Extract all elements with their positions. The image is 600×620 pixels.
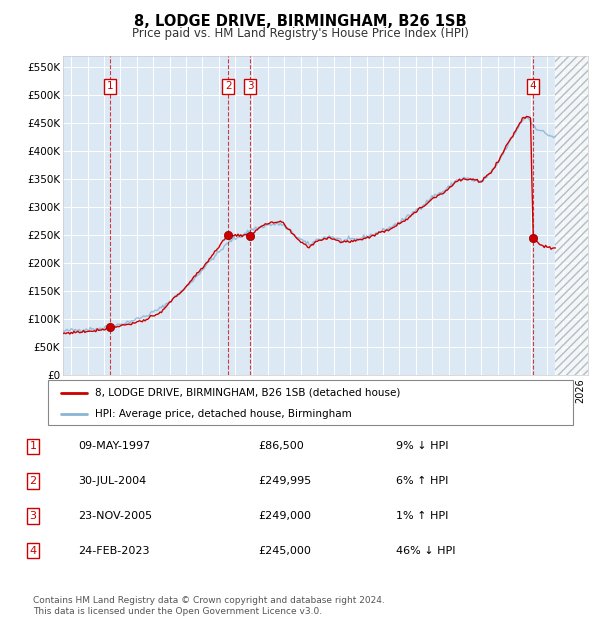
Text: HPI: Average price, detached house, Birmingham: HPI: Average price, detached house, Birm… (95, 409, 352, 419)
Text: Contains HM Land Registry data © Crown copyright and database right 2024.: Contains HM Land Registry data © Crown c… (33, 596, 385, 604)
Text: £245,000: £245,000 (258, 546, 311, 556)
Text: 3: 3 (247, 81, 253, 91)
Text: 4: 4 (530, 81, 536, 91)
Text: £249,995: £249,995 (258, 476, 311, 486)
Text: This data is licensed under the Open Government Licence v3.0.: This data is licensed under the Open Gov… (33, 607, 322, 616)
Text: 24-FEB-2023: 24-FEB-2023 (78, 546, 149, 556)
Text: 2: 2 (225, 81, 232, 91)
Text: £249,000: £249,000 (258, 511, 311, 521)
Text: 3: 3 (29, 511, 37, 521)
Text: £86,500: £86,500 (258, 441, 304, 451)
Text: 6% ↑ HPI: 6% ↑ HPI (396, 476, 448, 486)
Text: 8, LODGE DRIVE, BIRMINGHAM, B26 1SB: 8, LODGE DRIVE, BIRMINGHAM, B26 1SB (134, 14, 466, 29)
Text: 4: 4 (29, 546, 37, 556)
Text: 1% ↑ HPI: 1% ↑ HPI (396, 511, 448, 521)
Text: 2: 2 (29, 476, 37, 486)
Text: 09-MAY-1997: 09-MAY-1997 (78, 441, 150, 451)
Text: 23-NOV-2005: 23-NOV-2005 (78, 511, 152, 521)
Text: 1: 1 (107, 81, 113, 91)
Text: 46% ↓ HPI: 46% ↓ HPI (396, 546, 455, 556)
Text: 30-JUL-2004: 30-JUL-2004 (78, 476, 146, 486)
Text: 1: 1 (29, 441, 37, 451)
Text: 8, LODGE DRIVE, BIRMINGHAM, B26 1SB (detached house): 8, LODGE DRIVE, BIRMINGHAM, B26 1SB (det… (95, 388, 401, 397)
Text: Price paid vs. HM Land Registry's House Price Index (HPI): Price paid vs. HM Land Registry's House … (131, 27, 469, 40)
Text: 9% ↓ HPI: 9% ↓ HPI (396, 441, 449, 451)
Polygon shape (555, 56, 588, 375)
